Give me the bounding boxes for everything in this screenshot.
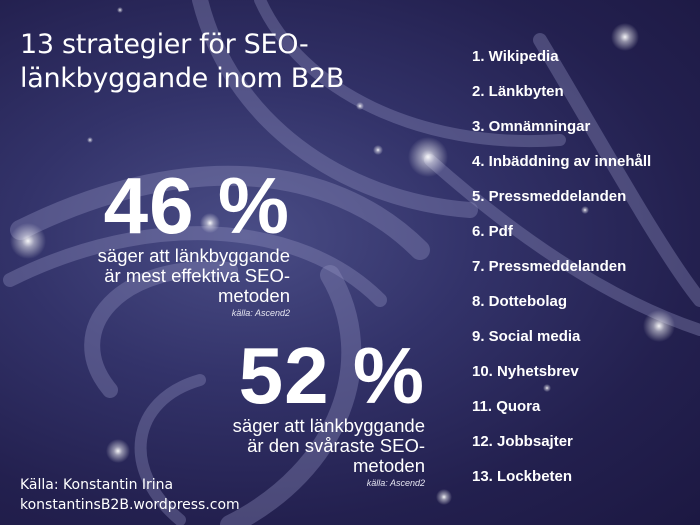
stat-value: 52 %: [238, 331, 425, 420]
list-item: 11. Quora: [472, 398, 541, 415]
stat-description-line: metoden: [218, 285, 290, 306]
stat-description: säger att länkbyggande är mest effektiva…: [40, 246, 290, 306]
list-item: 1. Wikipedia: [472, 48, 559, 65]
stat-description-line: är den svåraste SEO-: [247, 435, 425, 456]
stat-description-line: säger att länkbyggande: [97, 245, 290, 266]
list-item: 13. Lockbeten: [472, 468, 573, 485]
title-line-2: länkbyggande inom B2B: [20, 63, 345, 94]
list-item: 7. Pressmeddelanden: [472, 258, 627, 275]
stat-description-line: metoden: [353, 455, 425, 476]
star-glows: [10, 7, 675, 505]
title-line-1: 13 strategier för SEO-: [20, 29, 309, 60]
list-item: 8. Dottebolag: [472, 293, 568, 310]
credit-source: Källa: Konstantin Irina konstantinsB2B.w…: [20, 475, 240, 515]
page-title: 13 strategier för SEO- länkbyggande inom…: [20, 28, 350, 96]
stat-source: källa: Ascend2: [231, 308, 290, 318]
stat-description: säger att länkbyggande är den svåraste S…: [175, 416, 425, 476]
stat-description-line: är mest effektiva SEO-: [104, 265, 290, 286]
stat-value: 46 %: [103, 161, 290, 250]
list-item: 3. Omnämningar: [472, 118, 591, 135]
credit-author: Källa: Konstantin Irina: [20, 477, 174, 493]
list-item: 5. Pressmeddelanden: [472, 188, 627, 205]
list-item: 9. Social media: [472, 328, 581, 345]
stat-effective: 46 % säger att länkbyggande är mest effe…: [40, 161, 290, 319]
list-item: 10. Nyhetsbrev: [472, 363, 579, 380]
list-item: 2. Länkbyten: [472, 83, 564, 100]
strategy-list: 1. Wikipedia 2. Länkbyten 3. Omnämningar…: [472, 43, 651, 498]
stat-source: källa: Ascend2: [366, 478, 425, 488]
stat-description-line: säger att länkbyggande: [232, 415, 425, 436]
stat-difficult: 52 % säger att länkbyggande är den svåra…: [175, 331, 425, 489]
list-item: 6. Pdf: [472, 223, 513, 240]
list-item: 4. Inbäddning av innehåll: [472, 153, 652, 170]
credit-website: konstantinsB2B.wordpress.com: [20, 497, 240, 513]
list-item: 12. Jobbsajter: [472, 433, 573, 450]
